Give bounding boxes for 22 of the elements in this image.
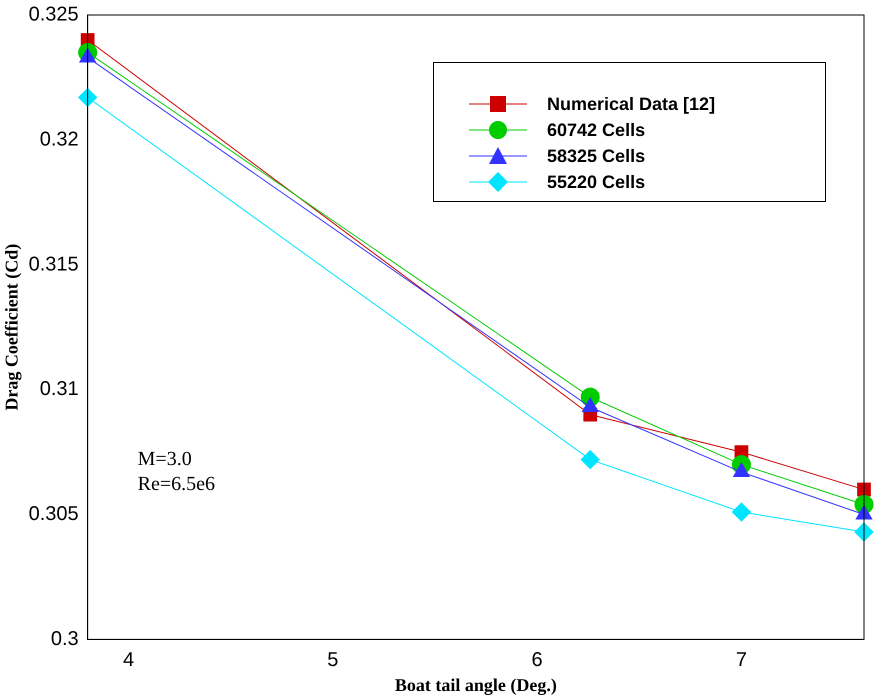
x-tick-label: 6 [532, 648, 543, 671]
annotation: M=3.0 [138, 448, 192, 470]
y-tick-label: 0.325 [28, 4, 79, 26]
legend-label: 58325 Cells [547, 146, 646, 166]
y-tick-label: 0.31 [40, 378, 79, 400]
point [857, 482, 871, 496]
legend-label: 55220 Cells [547, 172, 646, 192]
legend-label: Numerical Data [12] [547, 94, 716, 114]
y-tick-label: 0.315 [28, 253, 79, 276]
point [854, 522, 874, 542]
point [580, 450, 600, 470]
legend-label: 60742 Cells [547, 120, 646, 140]
point [732, 502, 751, 522]
x-tick-label: 5 [327, 648, 338, 671]
x-tick-label: 4 [122, 648, 134, 671]
annotation: Re=6.5e6 [138, 473, 216, 495]
y-tick-label: 0.32 [40, 128, 79, 150]
y-tick-label: 0.305 [28, 503, 79, 526]
x-tick-label: 7 [736, 648, 747, 671]
y-axis-title: Drag Coefficient (Cd) [1, 244, 22, 411]
x-axis-title: Boat tail angle (Deg.) [394, 674, 557, 695]
y-tick-label: 0.3 [50, 628, 79, 650]
